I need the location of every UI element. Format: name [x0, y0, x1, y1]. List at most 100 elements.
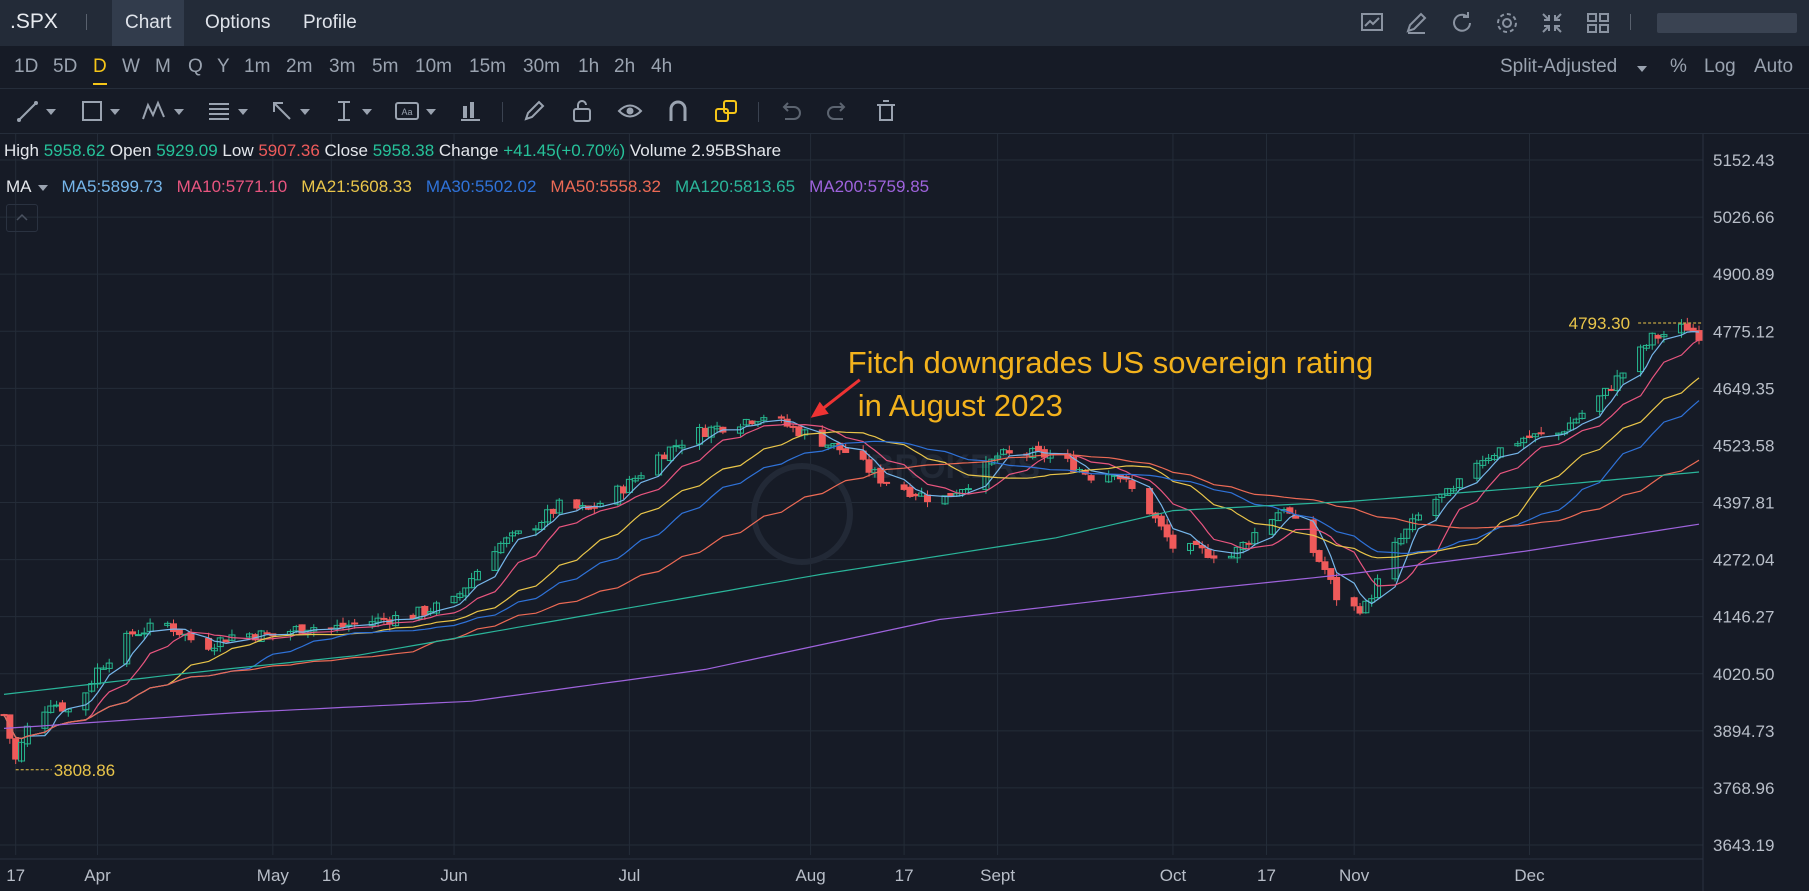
x-tick-label: Sept: [980, 866, 1015, 885]
timeframe-4h[interactable]: 4h: [651, 56, 673, 77]
candle-body: [1327, 568, 1335, 580]
candle-body: [660, 454, 668, 460]
y-tick-label: 5026.66: [1713, 208, 1774, 227]
x-tick-label: Aug: [795, 866, 825, 885]
tab-options[interactable]: Options: [205, 12, 271, 33]
fullscreen-icon[interactable]: [1538, 9, 1566, 37]
lock-icon[interactable]: [568, 97, 596, 125]
candle-body: [351, 622, 359, 625]
timeframe-q[interactable]: Q: [188, 56, 203, 77]
user-account[interactable]: [1657, 13, 1797, 33]
price-chart[interactable]: 5152.43 5026.66 4900.89 4775.12 4649.35 4523.…: [0, 134, 1809, 891]
log-toggle[interactable]: Log: [1704, 56, 1736, 77]
timeframe-y[interactable]: Y: [217, 56, 230, 77]
layers-icon[interactable]: [712, 97, 740, 125]
pattern-icon[interactable]: [140, 97, 168, 125]
timeframe-5m[interactable]: 5m: [372, 56, 399, 77]
magnet-icon[interactable]: [664, 97, 692, 125]
timeframe-1h[interactable]: 1h: [578, 56, 600, 77]
candle-body: [1537, 432, 1545, 435]
auto-toggle[interactable]: Auto: [1754, 56, 1794, 77]
tab-profile[interactable]: Profile: [303, 12, 357, 33]
dropdown-arrow-icon[interactable]: [238, 109, 248, 115]
candle-body: [222, 639, 230, 643]
dropdown-arrow-icon[interactable]: [426, 109, 436, 115]
candle-body: [994, 455, 1002, 459]
timeframe-d[interactable]: D: [93, 56, 107, 77]
ma-line-ma21: [3, 377, 1700, 740]
timeframe-1m[interactable]: 1m: [244, 56, 271, 77]
redo-icon[interactable]: [824, 97, 852, 125]
position-icon[interactable]: [456, 97, 484, 125]
candle-body: [514, 530, 522, 534]
candle-body: [1070, 456, 1078, 473]
candle-body: [637, 475, 645, 479]
eye-icon[interactable]: [616, 97, 644, 125]
undo-icon[interactable]: [776, 97, 804, 125]
settings-icon[interactable]: [1493, 9, 1521, 37]
timeframe-1d[interactable]: 1D: [14, 56, 39, 77]
candle-body: [783, 418, 791, 427]
arrow-icon[interactable]: [268, 97, 296, 125]
timeframe-m[interactable]: M: [155, 56, 171, 77]
candle-body: [1362, 600, 1370, 614]
measure-icon[interactable]: [330, 97, 358, 125]
timeframe-15m[interactable]: 15m: [469, 56, 506, 77]
text-icon[interactable]: Aa: [393, 97, 421, 125]
adjust-select[interactable]: Split-Adjusted: [1500, 56, 1618, 77]
x-tick-label: 17: [1257, 866, 1276, 885]
candle-body: [923, 494, 931, 503]
tab-chart[interactable]: Chart: [112, 0, 185, 46]
timeframe-3m[interactable]: 3m: [329, 56, 356, 77]
open-value: 5929.09: [156, 141, 218, 160]
candle-body: [1356, 606, 1364, 614]
chevron-down-icon[interactable]: [1636, 65, 1648, 73]
timeframe-2h[interactable]: 2h: [614, 56, 636, 77]
dropdown-arrow-icon[interactable]: [46, 109, 56, 115]
chart-type-icon[interactable]: [1358, 9, 1386, 37]
candle-body: [818, 429, 826, 447]
candle-body: [1128, 480, 1136, 489]
candle-body: [1520, 437, 1528, 444]
candle-body: [1035, 445, 1043, 452]
x-tick-label: Jul: [619, 866, 641, 885]
change-value: +41.45(+0.70%): [503, 141, 626, 160]
dropdown-arrow-icon[interactable]: [362, 109, 372, 115]
timeframe-5d[interactable]: 5D: [53, 56, 78, 77]
ma-label[interactable]: MA: [6, 177, 32, 196]
percent-toggle[interactable]: %: [1670, 56, 1687, 77]
candle-body: [134, 634, 142, 637]
timeframe-w[interactable]: W: [122, 56, 140, 77]
layout-icon[interactable]: [1584, 9, 1612, 37]
candle-body: [1683, 323, 1691, 331]
draw-icon[interactable]: [1402, 9, 1430, 37]
delete-icon[interactable]: [872, 97, 900, 125]
low-value: 5907.36: [258, 141, 320, 160]
candle-body: [1654, 334, 1662, 339]
ticker-symbol[interactable]: .SPX: [10, 10, 58, 33]
rectangle-icon[interactable]: [78, 97, 106, 125]
ma-line-ma30: [3, 400, 1700, 740]
timeframe-2m[interactable]: 2m: [286, 56, 313, 77]
annotation-arrowhead: [810, 401, 829, 418]
dropdown-arrow-icon[interactable]: [174, 109, 184, 115]
ma-dropdown-icon[interactable]: [37, 184, 48, 191]
candle-body: [865, 459, 873, 473]
timeframe-30m[interactable]: 30m: [523, 56, 560, 77]
candle-body: [1531, 433, 1539, 438]
candle-body: [795, 426, 803, 437]
candle-body: [655, 454, 663, 476]
user-separator: [1630, 14, 1631, 30]
dropdown-arrow-icon[interactable]: [110, 109, 120, 115]
refresh-icon[interactable]: [1448, 9, 1476, 37]
candle-body: [573, 499, 581, 509]
collapse-indicator-button[interactable]: [6, 204, 38, 232]
dropdown-arrow-icon[interactable]: [300, 109, 310, 115]
pencil-icon[interactable]: [520, 97, 548, 125]
trend-line-icon[interactable]: [14, 97, 42, 125]
timeframe-10m[interactable]: 10m: [415, 56, 452, 77]
change-label: Change: [438, 141, 499, 160]
candle-body: [1479, 460, 1487, 466]
fib-icon[interactable]: [205, 97, 233, 125]
candle-body: [941, 495, 949, 505]
